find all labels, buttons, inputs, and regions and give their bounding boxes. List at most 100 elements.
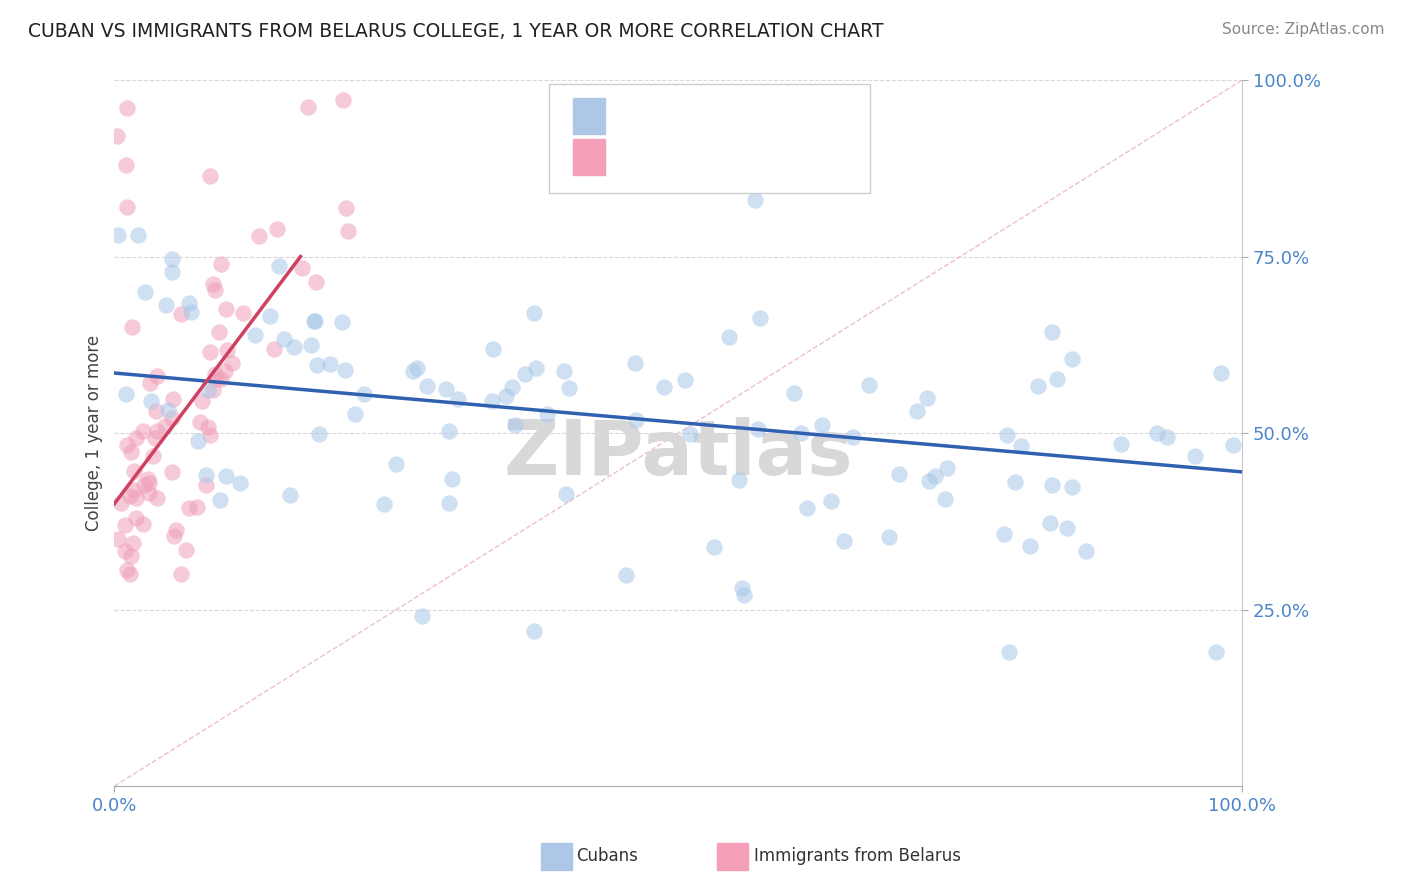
Point — [215, 469, 238, 483]
Point — [934, 492, 956, 507]
Point — [160, 411, 183, 425]
Point — [209, 257, 232, 271]
Point — [127, 228, 149, 243]
Point — [208, 325, 231, 339]
Point — [201, 383, 224, 397]
Point — [243, 327, 266, 342]
Point — [191, 394, 214, 409]
Point — [259, 309, 281, 323]
Point — [208, 492, 231, 507]
Point — [115, 158, 138, 172]
Point — [335, 363, 357, 377]
Point — [215, 302, 238, 317]
Point — [811, 418, 834, 433]
Point — [1222, 438, 1244, 452]
Point — [513, 367, 536, 381]
Point — [114, 387, 136, 401]
Point — [132, 424, 155, 438]
Point — [132, 517, 155, 532]
Point — [169, 567, 191, 582]
Text: ZIPat​las: ZIPat​las — [503, 417, 852, 491]
Point — [283, 340, 305, 354]
Point — [523, 306, 546, 320]
Point — [110, 496, 132, 510]
Point — [783, 386, 806, 401]
Point — [146, 368, 169, 383]
Point — [832, 533, 855, 548]
Point — [291, 260, 314, 275]
Point — [1205, 645, 1227, 659]
Point — [626, 412, 648, 426]
Point — [731, 582, 754, 596]
Point — [993, 527, 1015, 541]
Point — [302, 314, 325, 328]
Point — [415, 379, 437, 393]
Text: -0.275: -0.275 — [655, 109, 710, 127]
Point — [278, 487, 301, 501]
Point — [446, 392, 468, 406]
Point — [744, 193, 766, 207]
Point — [343, 407, 366, 421]
Point — [107, 227, 129, 242]
Point — [1046, 372, 1069, 386]
Point — [115, 438, 138, 452]
Point — [1010, 439, 1032, 453]
Point — [115, 101, 138, 115]
Point — [118, 567, 141, 582]
Point — [247, 228, 270, 243]
Text: 74: 74 — [765, 149, 793, 167]
Point — [273, 332, 295, 346]
Point — [162, 252, 184, 266]
Point — [180, 305, 202, 319]
Point — [221, 356, 243, 370]
Point — [679, 427, 702, 442]
Point — [139, 376, 162, 391]
Point — [495, 388, 517, 402]
Text: R =: R = — [619, 109, 657, 127]
Point — [905, 404, 928, 418]
Point — [204, 283, 226, 297]
Point — [332, 93, 354, 107]
Point — [858, 378, 880, 392]
Point — [998, 645, 1021, 659]
Point — [204, 367, 226, 381]
Point — [524, 360, 547, 375]
Point — [790, 425, 813, 440]
Point — [215, 343, 238, 357]
Point — [501, 380, 523, 394]
Point — [1039, 516, 1062, 530]
Point — [120, 445, 142, 459]
Point — [198, 344, 221, 359]
Point — [385, 457, 408, 471]
Point — [304, 313, 326, 327]
Point — [195, 477, 218, 491]
Point — [796, 501, 818, 516]
Point — [616, 568, 638, 582]
Point — [1146, 425, 1168, 440]
Point — [481, 342, 503, 356]
Point — [174, 543, 197, 558]
Point — [136, 472, 159, 486]
Point — [187, 434, 209, 448]
Point — [523, 624, 546, 638]
Point — [197, 383, 219, 397]
Point — [201, 277, 224, 291]
FancyBboxPatch shape — [548, 84, 870, 193]
Point — [936, 461, 959, 475]
Point — [889, 467, 911, 481]
Point — [121, 319, 143, 334]
Point — [995, 427, 1018, 442]
Point — [105, 129, 128, 144]
FancyBboxPatch shape — [574, 97, 605, 135]
Point — [337, 224, 360, 238]
Point — [749, 310, 772, 325]
Text: 109: 109 — [765, 109, 799, 127]
Point — [188, 415, 211, 429]
Point — [162, 392, 184, 406]
Point — [1060, 352, 1083, 367]
Text: N =: N = — [730, 109, 768, 127]
Point — [401, 364, 423, 378]
Point — [305, 358, 328, 372]
Point — [145, 491, 167, 505]
Point — [308, 427, 330, 442]
